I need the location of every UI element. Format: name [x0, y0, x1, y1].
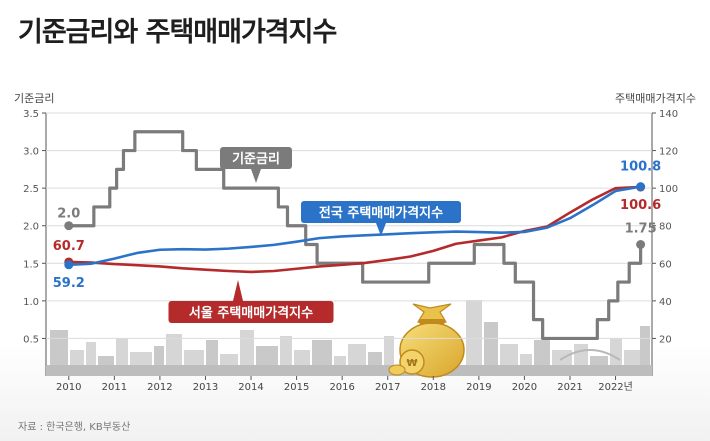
value-label: 100.6 — [620, 198, 661, 213]
x-tick-label: 2012 — [147, 382, 172, 393]
skyline-building — [384, 336, 394, 376]
x-tick-label: 2018 — [421, 382, 446, 393]
right-tick-label: 40 — [659, 297, 672, 308]
series-endpoint — [64, 221, 74, 231]
series-layer — [64, 130, 646, 341]
callout-national: 전국 주택매매가격지수 — [301, 201, 461, 236]
series-endpoint — [64, 260, 74, 270]
series-line-base-rate — [68, 130, 643, 341]
right-axis-title: 주택매매가격지수 — [615, 92, 696, 105]
right-axis-ticks: 20 40 60 80 100 120 140 — [652, 109, 678, 345]
left-axis-ticks: 0.5 1.0 1.5 2.0 2.5 3.0 3.5 — [23, 109, 46, 345]
x-tick-label: 2017 — [375, 382, 400, 393]
right-tick-label: 20 — [659, 334, 672, 345]
value-label: 59.2 — [53, 276, 85, 291]
svg-text:₩: ₩ — [406, 358, 417, 369]
value-label: 60.7 — [53, 239, 85, 254]
money-bag-illustration: ₩ — [388, 303, 465, 378]
callout-pointer — [376, 223, 386, 236]
skyline-building — [240, 330, 254, 376]
left-axis-title: 기준금리 — [14, 92, 54, 105]
x-tick-label: 2020 — [512, 382, 537, 393]
x-tick-label: 2021 — [557, 382, 582, 393]
left-tick-label: 0.5 — [23, 334, 39, 345]
value-label: 100.8 — [620, 160, 661, 175]
left-tick-label: 3.0 — [23, 147, 39, 158]
x-tick-label: 2016 — [329, 382, 354, 393]
callout-box — [301, 201, 461, 223]
x-tick-label: 2010 — [56, 382, 81, 393]
left-tick-label: 2.5 — [23, 184, 39, 195]
left-tick-label: 1.5 — [23, 259, 39, 270]
x-tick-label: 2011 — [102, 382, 127, 393]
left-tick-label: 3.5 — [23, 109, 39, 120]
left-tick-label: 2.0 — [23, 222, 39, 233]
left-tick-label: 1.0 — [23, 297, 39, 308]
skyline-bridge — [559, 349, 621, 361]
city-skyline-illustration — [46, 300, 652, 376]
skyline-ground — [46, 365, 652, 376]
x-tick-label: 2014 — [238, 382, 263, 393]
value-label: 1.75 — [625, 222, 657, 237]
source-note: 자료 : 한국은행, KB부동산 — [18, 422, 131, 433]
callout-pointer — [251, 169, 261, 183]
callout-box — [220, 147, 292, 169]
callout-seoul: 서울 주택매매가격지수 — [168, 280, 334, 323]
x-tick-label: 2019 — [466, 382, 491, 393]
plot-background — [46, 113, 652, 376]
right-tick-label: 120 — [659, 147, 678, 158]
series-endpoint — [636, 240, 646, 249]
callout-box — [168, 301, 334, 323]
skyline-building — [484, 322, 498, 376]
callout-text: 기준금리 — [232, 151, 280, 167]
skyline-building — [86, 342, 96, 376]
value-label: 2.0 — [57, 207, 80, 222]
plot-frame — [45, 113, 653, 376]
callout-text: 서울 주택매매가격지수 — [189, 305, 313, 321]
series-endpoint — [636, 182, 646, 192]
x-tick-label: 2015 — [284, 382, 309, 393]
right-tick-label: 140 — [659, 109, 678, 120]
chart-title: 기준금리와 주택매매가격지수 — [18, 17, 337, 48]
skyline-building — [640, 326, 650, 376]
right-tick-label: 60 — [659, 259, 672, 270]
callout-pointer — [233, 280, 243, 301]
series-line-national-index — [68, 185, 641, 267]
skyline-building — [50, 330, 68, 376]
skyline-building — [154, 346, 164, 376]
callout-base-rate: 기준금리 — [220, 147, 292, 183]
x-tick-label: 2022년 — [598, 381, 633, 393]
x-tick-label: 2013 — [193, 382, 218, 393]
right-tick-label: 80 — [659, 222, 672, 233]
x-axis-ticks: 2010 2011 2012 2013 2014 2015 2016 2017 2018 2019… — [56, 376, 633, 393]
right-tick-label: 100 — [659, 184, 678, 195]
callout-text: 전국 주택매매가격지수 — [319, 205, 443, 221]
